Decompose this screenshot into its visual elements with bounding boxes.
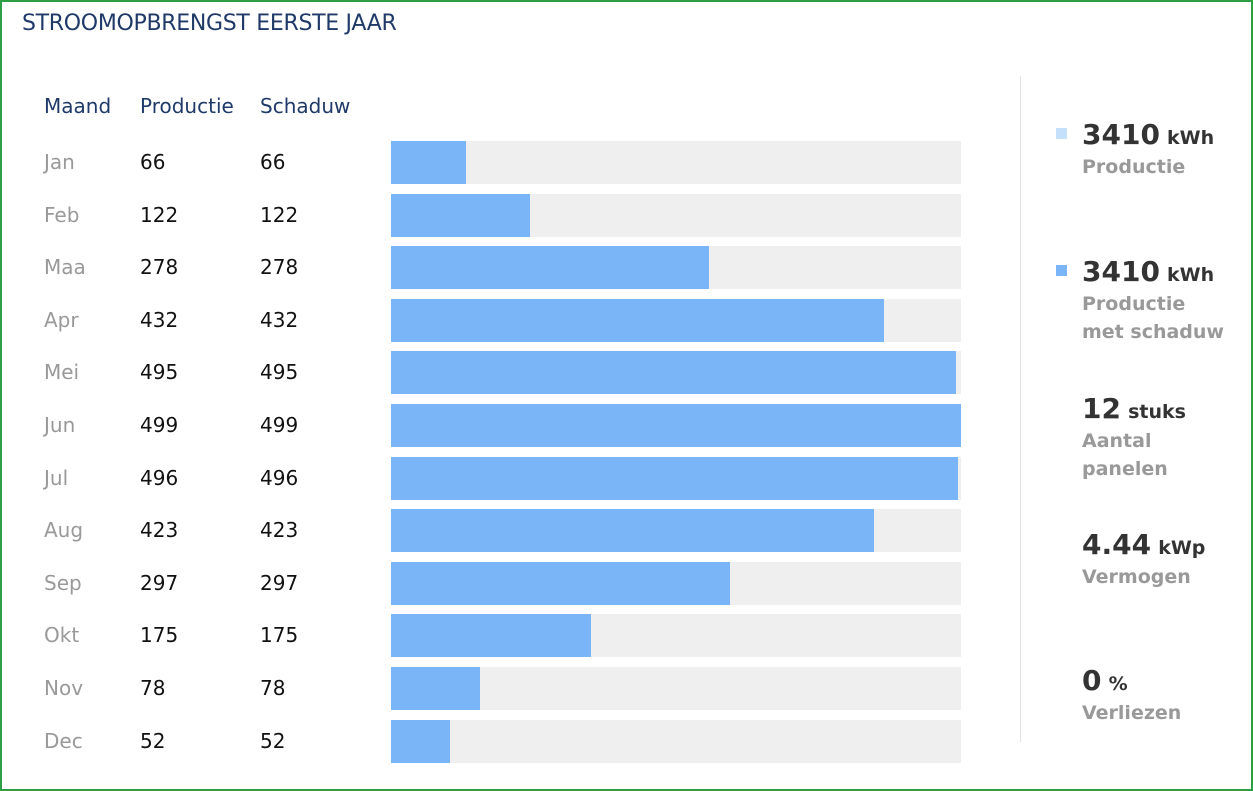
shadow-value-dec: 52 xyxy=(260,728,286,753)
month-label-jun: Jun xyxy=(44,413,76,437)
stat-value: 0 xyxy=(1082,664,1102,697)
month-label-aug: Aug xyxy=(44,518,84,543)
month-label-mei: Mei xyxy=(44,360,80,385)
stat-label: Verliezen xyxy=(1082,699,1181,727)
stat-unit: kWp xyxy=(1158,537,1206,559)
bar-mei xyxy=(391,351,956,395)
stat-unit: stuks xyxy=(1128,401,1186,423)
bar-jan xyxy=(391,141,466,184)
bar-jun xyxy=(391,404,961,447)
bar-track-apr xyxy=(391,298,961,342)
bar-maa xyxy=(391,246,709,290)
stat-block: 0 % Verliezen xyxy=(1082,664,1181,727)
production-value-apr: 432 xyxy=(140,307,179,332)
bar-feb xyxy=(391,193,530,237)
production-value-nov: 78 xyxy=(140,676,166,700)
month-label-apr: Apr xyxy=(44,307,79,332)
shadow-value-jan: 66 xyxy=(260,150,286,174)
stat-label-line: met schaduw xyxy=(1082,321,1224,343)
month-label-nov: Nov xyxy=(44,676,84,700)
legend-swatch-shadow xyxy=(1056,265,1067,276)
stat-value: 3410 xyxy=(1082,255,1160,288)
column-header-month: Maand xyxy=(44,94,112,118)
production-value-aug: 423 xyxy=(140,518,179,543)
production-value-feb: 122 xyxy=(140,202,179,227)
bar-okt xyxy=(391,614,591,658)
stat-label-line: Productie xyxy=(1082,293,1186,315)
bar-track-sep xyxy=(391,561,961,605)
bar-track-jan xyxy=(391,141,961,184)
production-value-jun: 499 xyxy=(140,413,179,437)
stat-label: Aantal panelen xyxy=(1082,427,1186,483)
stat-block: 4.44 kWp Vermogen xyxy=(1082,528,1205,591)
production-value-sep: 297 xyxy=(140,570,179,595)
month-label-feb: Feb xyxy=(44,202,80,227)
stat-unit: kWh xyxy=(1167,127,1215,149)
stat-label-line: Vermogen xyxy=(1082,566,1191,588)
column-header-shadow: Schaduw xyxy=(260,94,351,118)
bar-aug xyxy=(391,509,874,553)
shadow-value-jun: 499 xyxy=(260,413,299,437)
stat-label: Vermogen xyxy=(1082,563,1205,591)
bar-track-jul xyxy=(391,456,961,500)
bar-track-mei xyxy=(391,351,961,395)
stat-unit: % xyxy=(1108,673,1128,695)
production-value-jul: 496 xyxy=(140,465,179,490)
production-value-jan: 66 xyxy=(140,150,166,174)
legend-swatch-production xyxy=(1056,128,1067,139)
stat-block: 12 stuks Aantal panelen xyxy=(1082,392,1186,483)
stat-unit: kWh xyxy=(1167,264,1215,286)
stat-block: 3410 kWh Productie xyxy=(1082,118,1214,181)
stat-label: Productie met schaduw xyxy=(1082,290,1224,346)
bar-track-aug xyxy=(391,509,961,553)
bar-dec xyxy=(391,719,450,763)
month-label-jul: Jul xyxy=(44,465,69,490)
bar-track-nov xyxy=(391,667,961,710)
month-label-okt: Okt xyxy=(44,623,80,648)
stat-label-line: Productie xyxy=(1082,156,1186,178)
stat-value: 12 xyxy=(1082,392,1121,425)
stat-label-line: Verliezen xyxy=(1082,702,1182,724)
bar-apr xyxy=(391,298,884,342)
bar-track-jun xyxy=(391,404,961,447)
bar-track-maa xyxy=(391,246,961,290)
shadow-value-nov: 78 xyxy=(260,676,286,700)
stat-label-line: panelen xyxy=(1082,458,1168,480)
stat-value: 4.44 xyxy=(1082,528,1152,561)
shadow-value-feb: 122 xyxy=(260,202,299,227)
bar-nov xyxy=(391,667,480,710)
bar-sep xyxy=(391,561,730,605)
shadow-value-apr: 432 xyxy=(260,307,299,332)
bar-track-feb xyxy=(391,193,961,237)
bar-jul xyxy=(391,456,958,500)
shadow-value-maa: 278 xyxy=(260,255,299,280)
month-label-dec: Dec xyxy=(44,728,83,753)
month-label-sep: Sep xyxy=(44,570,82,595)
production-value-okt: 175 xyxy=(140,623,179,648)
divider xyxy=(1020,76,1021,742)
bar-track-dec xyxy=(391,719,961,763)
stat-value: 3410 xyxy=(1082,118,1160,151)
stat-label-line: Aantal xyxy=(1082,430,1152,452)
bar-track-okt xyxy=(391,614,961,658)
production-value-mei: 495 xyxy=(140,360,179,385)
stat-block: 3410 kWh Productie met schaduw xyxy=(1082,255,1224,346)
stat-label: Productie xyxy=(1082,153,1214,181)
shadow-value-sep: 297 xyxy=(260,570,299,595)
production-value-maa: 278 xyxy=(140,255,179,280)
shadow-value-aug: 423 xyxy=(260,518,299,543)
month-label-maa: Maa xyxy=(44,255,86,280)
shadow-value-mei: 495 xyxy=(260,360,299,385)
production-value-dec: 52 xyxy=(140,728,166,753)
month-label-jan: Jan xyxy=(44,150,75,174)
shadow-value-jul: 496 xyxy=(260,465,299,490)
shadow-value-okt: 175 xyxy=(260,623,299,648)
column-header-production: Productie xyxy=(140,94,234,118)
panel-title: STROOMOPBRENGST EERSTE JAAR xyxy=(22,11,397,36)
